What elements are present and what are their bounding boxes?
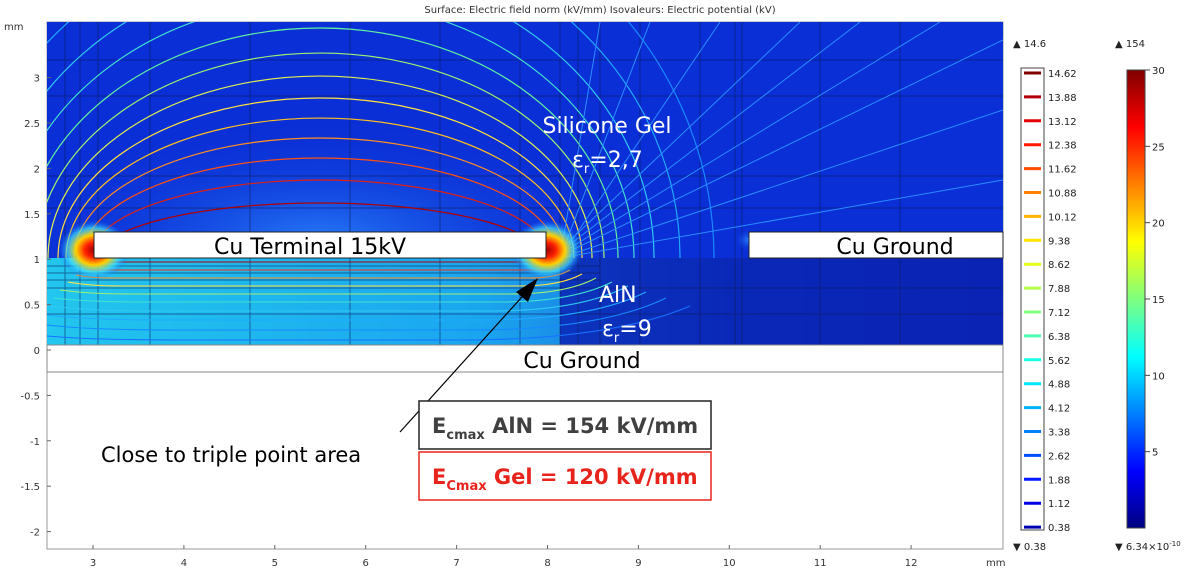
y-tick-label: 3 bbox=[34, 74, 40, 85]
field-legend-min: ▼ 6.34×10-10 bbox=[1115, 540, 1181, 553]
potential-legend-max: ▲ 14.6 bbox=[1013, 39, 1046, 50]
gel-max-field-text: ECmax Gel = 120 kV/mm bbox=[432, 465, 698, 494]
potential-legend-min: ▼ 0.38 bbox=[1013, 542, 1046, 553]
y-axis-ticks: 3 2.5 2 1.5 1 0.5 0 -0.5 -1 -1.5 -2 bbox=[20, 74, 51, 539]
cu-ground-right bbox=[748, 231, 1004, 259]
x-tick-label: 9 bbox=[635, 558, 641, 569]
potential-legend-label: 5.62 bbox=[1048, 356, 1070, 367]
cu-terminal-label: Cu Terminal 15kV bbox=[214, 235, 406, 260]
potential-legend-label: 13.88 bbox=[1048, 93, 1077, 104]
gel-permittivity-label: εr=2,7 bbox=[572, 148, 643, 177]
cu-ground-right-label: Cu Ground bbox=[836, 235, 953, 260]
y-tick-label: -2 bbox=[30, 528, 40, 539]
potential-legend-label: 7.88 bbox=[1048, 284, 1070, 295]
potential-legend-frame bbox=[1020, 67, 1045, 531]
silicone-gel-label: Silicone Gel bbox=[542, 114, 671, 139]
potential-legend-label: 11.62 bbox=[1048, 165, 1077, 176]
figure-title: Surface: Electric field norm (kV/mm) Iso… bbox=[424, 5, 775, 16]
y-tick-label: 0.5 bbox=[24, 301, 40, 312]
potential-legend-label: 14.62 bbox=[1048, 69, 1077, 80]
potential-legend-label: 6.38 bbox=[1048, 332, 1070, 343]
x-tick-label: 3 bbox=[90, 558, 96, 569]
x-tick-label: 8 bbox=[544, 558, 550, 569]
aln-max-field-text: Ecmax AlN = 154 kV/mm bbox=[432, 414, 698, 443]
field-legend-tick-label: 15 bbox=[1152, 295, 1165, 306]
cu-ground-bottom-label: Cu Ground bbox=[523, 349, 640, 374]
aln-label: AlN bbox=[599, 283, 637, 308]
field-legend-tick-label: 20 bbox=[1152, 219, 1165, 230]
x-axis-ticks: 3 4 5 6 7 8 9 10 11 12 bbox=[90, 545, 918, 569]
potential-legend-label: 2.62 bbox=[1048, 451, 1070, 462]
isopotential-lines-far bbox=[559, 22, 1003, 259]
potential-legend-label: 3.38 bbox=[1048, 428, 1070, 439]
potential-legend-label: 1.12 bbox=[1048, 499, 1070, 510]
potential-legend-label: 8.62 bbox=[1048, 260, 1070, 271]
potential-legend-label: 12.38 bbox=[1048, 141, 1077, 152]
field-legend-tick-label: 10 bbox=[1152, 371, 1165, 382]
y-tick-label: 1.5 bbox=[24, 210, 40, 221]
potential-legend-label: 0.38 bbox=[1048, 523, 1070, 534]
aln-max-field-box bbox=[418, 400, 712, 450]
potential-legend-label: 4.12 bbox=[1048, 404, 1070, 415]
field-legend-max: ▲ 154 bbox=[1115, 39, 1145, 50]
y-tick-label: 1 bbox=[34, 255, 40, 266]
field-legend-ticks: 30 25 20 15 10 5 bbox=[1145, 66, 1165, 459]
y-tick-label: -0.5 bbox=[20, 391, 40, 402]
potential-legend-label: 1.88 bbox=[1048, 475, 1070, 486]
potential-legend-label: 13.12 bbox=[1048, 117, 1077, 128]
potential-legend-label: 7.12 bbox=[1048, 308, 1070, 319]
field-colorbar bbox=[1126, 69, 1146, 529]
potential-legend-label: 9.38 bbox=[1048, 236, 1070, 247]
x-axis-unit: mm bbox=[986, 558, 1005, 569]
x-tick-label: 10 bbox=[723, 558, 736, 569]
gel-max-field-box bbox=[418, 451, 712, 501]
y-tick-label: 2.5 bbox=[24, 119, 40, 130]
cu-terminal bbox=[93, 231, 547, 259]
field-legend-tick-label: 30 bbox=[1152, 66, 1165, 77]
y-tick-label: 2 bbox=[34, 164, 40, 175]
potential-legend-label: 10.88 bbox=[1048, 189, 1077, 200]
potential-legend-label: 10.12 bbox=[1048, 212, 1077, 223]
isopotential-lines-aln bbox=[47, 261, 691, 341]
x-tick-label: 5 bbox=[272, 558, 278, 569]
y-tick-label: -1.5 bbox=[20, 482, 40, 493]
cu-ground-bottom bbox=[46, 344, 1004, 373]
field-legend-tick-label: 25 bbox=[1152, 142, 1165, 153]
y-axis-unit: mm bbox=[4, 22, 23, 33]
y-tick-label: -1 bbox=[30, 437, 40, 448]
x-tick-label: 12 bbox=[905, 558, 918, 569]
x-tick-label: 11 bbox=[814, 558, 827, 569]
aln-permittivity-label: εr=9 bbox=[602, 317, 652, 346]
aln-substrate-dark bbox=[560, 258, 1003, 346]
x-tick-label: 6 bbox=[363, 558, 369, 569]
potential-legend: 14.62 13.88 13.12 12.38 11.62 10.88 10.12 9.38 8… bbox=[1024, 69, 1077, 534]
triple-point-label: Close to triple point area bbox=[101, 443, 361, 467]
y-tick-label: 0 bbox=[34, 346, 40, 357]
field-legend-tick-label: 5 bbox=[1152, 448, 1158, 459]
potential-legend-label: 4.88 bbox=[1048, 380, 1070, 391]
triple-point-arrowhead bbox=[516, 278, 538, 302]
x-tick-label: 4 bbox=[181, 558, 187, 569]
x-tick-label: 7 bbox=[453, 558, 459, 569]
